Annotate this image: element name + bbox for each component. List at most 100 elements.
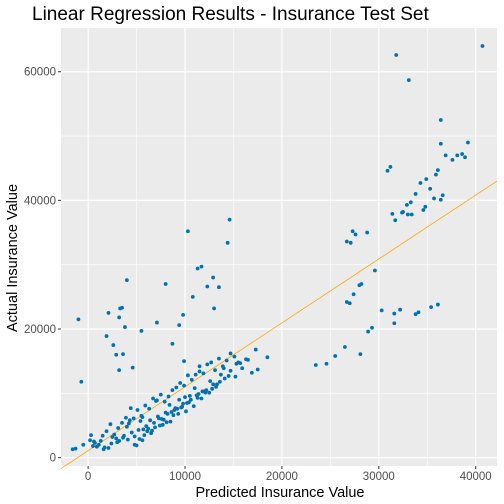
data-point: [385, 168, 390, 173]
x-tick-label: 20000: [266, 471, 298, 483]
data-point: [170, 341, 175, 346]
data-point: [120, 421, 124, 425]
data-point: [409, 212, 414, 217]
data-point: [394, 53, 399, 57]
data-point: [168, 419, 173, 424]
data-point: [81, 442, 86, 447]
data-point: [222, 376, 227, 381]
data-point: [226, 374, 231, 378]
data-point: [104, 429, 109, 434]
x-tick-label: 40000: [460, 471, 492, 483]
data-point: [217, 285, 221, 290]
data-point: [121, 352, 125, 356]
data-point: [228, 351, 233, 356]
data-point: [435, 168, 440, 173]
data-point: [182, 359, 186, 364]
data-point: [440, 193, 445, 198]
data-point: [214, 384, 218, 389]
data-point: [165, 412, 170, 416]
data-point: [365, 230, 370, 235]
data-point: [324, 361, 329, 366]
data-point: [156, 416, 161, 421]
data-point: [139, 329, 144, 333]
y-axis-ticks: 0 20000 40000 60000: [24, 67, 61, 465]
data-point: [233, 374, 238, 379]
data-point: [392, 311, 397, 316]
data-point: [98, 439, 103, 443]
data-point: [207, 390, 212, 395]
data-point: [432, 196, 436, 201]
data-point: [404, 202, 409, 207]
minor-gridlines: [61, 28, 497, 466]
data-point: [438, 118, 443, 122]
data-point: [423, 204, 428, 209]
data-point: [227, 217, 232, 222]
data-point: [106, 311, 111, 315]
data-point: [131, 416, 136, 421]
data-point: [392, 321, 397, 326]
data-point: [76, 317, 81, 322]
data-point: [115, 440, 120, 445]
data-point: [79, 379, 84, 384]
y-tick-label: 20000: [24, 324, 56, 336]
data-point: [138, 419, 143, 423]
data-point: [159, 417, 164, 421]
data-point: [211, 275, 216, 280]
data-point: [393, 218, 398, 223]
data-point: [91, 444, 95, 448]
data-point: [178, 381, 183, 385]
data-point: [181, 401, 185, 406]
data-point: [132, 434, 137, 439]
data-point: [213, 368, 217, 373]
data-point: [142, 433, 147, 438]
data-point: [413, 312, 418, 317]
data-point: [110, 435, 115, 439]
data-point: [405, 212, 410, 217]
data-point: [189, 377, 194, 382]
data-point: [109, 441, 114, 446]
data-point: [416, 310, 421, 315]
data-point: [135, 408, 140, 412]
data-point: [460, 152, 465, 156]
data-point: [155, 320, 159, 325]
data-point: [218, 372, 223, 377]
data-point: [129, 430, 134, 435]
data-point: [121, 435, 125, 440]
data-point: [149, 431, 154, 436]
data-point: [106, 446, 111, 450]
data-point: [221, 366, 226, 371]
data-point: [174, 385, 179, 390]
data-point: [132, 442, 137, 447]
data-point: [73, 446, 78, 451]
data-point: [480, 44, 485, 48]
data-point: [172, 408, 177, 412]
data-point: [196, 392, 201, 396]
data-point: [114, 436, 119, 441]
data-point: [166, 394, 171, 399]
data-point: [217, 356, 221, 361]
major-gridlines: [61, 28, 497, 466]
data-point: [406, 78, 411, 82]
data-point: [208, 379, 213, 384]
x-axis-label: Predicted Insurance Value: [195, 485, 364, 501]
data-point: [114, 352, 119, 357]
plot-panel: [61, 28, 497, 466]
data-point: [435, 302, 440, 307]
data-point: [186, 373, 190, 378]
data-point: [124, 415, 128, 420]
data-point: [450, 157, 455, 162]
data-point: [201, 371, 206, 376]
data-point: [249, 370, 254, 375]
data-point: [128, 406, 133, 411]
data-point: [228, 368, 233, 373]
data-point: [197, 369, 202, 374]
data-point: [117, 368, 122, 373]
data-point: [463, 155, 467, 160]
data-point: [177, 323, 182, 328]
data-point: [313, 363, 318, 367]
data-point: [183, 395, 187, 400]
data-point: [348, 240, 353, 245]
data-point: [199, 264, 204, 269]
data-point: [342, 345, 347, 349]
data-point: [126, 421, 131, 426]
